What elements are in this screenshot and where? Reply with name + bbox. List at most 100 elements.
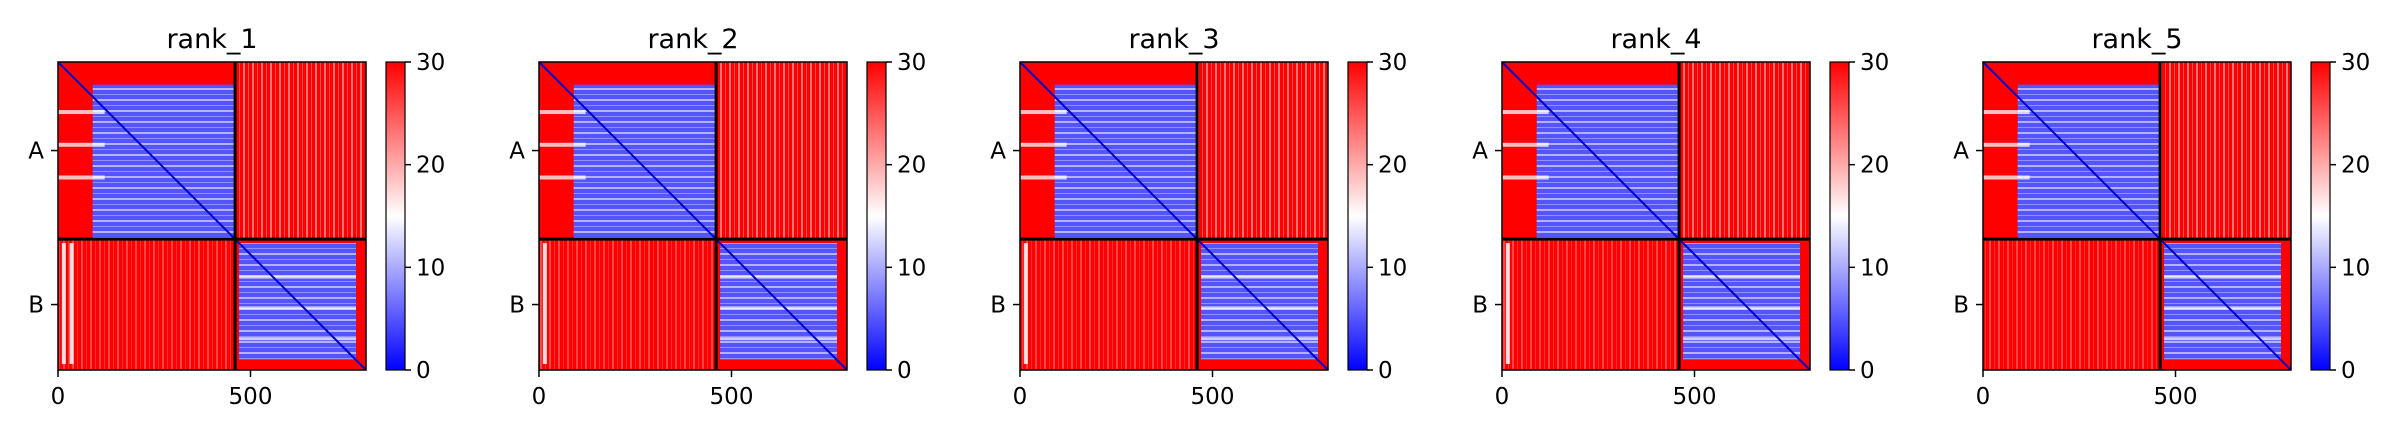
- pae-block-BA-texture: [539, 239, 717, 370]
- pae-stripe-B-2: [1201, 337, 1318, 341]
- pae-block-AB-texture: [1197, 62, 1328, 240]
- pae-stripe-A-0: [1502, 110, 1549, 115]
- pae-stripe-A-2: [1502, 175, 1549, 180]
- x-tick-label: 0: [532, 384, 547, 410]
- pae-block-AB-texture: [1679, 62, 1810, 240]
- colorbar-tick-label: 10: [1378, 255, 1407, 281]
- pae-nterm-wedge: [64, 84, 93, 127]
- pae-stripe-B-1: [1201, 306, 1318, 310]
- pae-nterm-wedge: [1508, 84, 1537, 127]
- pae-nterm-wedge: [1989, 84, 2018, 127]
- pae-panel-1: rank_1 A B 0 500 0 10 20 30: [28, 24, 445, 410]
- y-tick-label: B: [990, 293, 1006, 319]
- pae-stripe-A-1: [58, 142, 105, 147]
- pae-stripe-B-2: [239, 337, 356, 341]
- x-tick-label: 0: [1976, 384, 1991, 410]
- heatmap-frame: [1501, 61, 1811, 371]
- pae-diagonal: [57, 61, 367, 371]
- pae-border-col-B-1: [69, 243, 74, 364]
- pae-nterm-wedge: [545, 84, 574, 127]
- panel-title: rank_5: [2091, 24, 2182, 55]
- pae-stripe-B-0: [720, 275, 837, 279]
- colorbar-tick-label: 20: [416, 153, 445, 179]
- colorbar-frame: [866, 61, 887, 371]
- pae-diagonal: [538, 61, 848, 371]
- pae-block-BA-texture: [1502, 239, 1680, 370]
- pae-block-BA-texture: [58, 239, 236, 370]
- colorbar-tick-label: 0: [897, 358, 912, 384]
- pae-stripe-A-0: [58, 110, 105, 115]
- pae-stripe-A-0: [1020, 110, 1067, 115]
- heatmap-frame: [1982, 61, 2292, 371]
- pae-block-AB-texture: [716, 62, 847, 240]
- y-tick-label: B: [1472, 293, 1488, 319]
- colorbar-tick-label: 30: [1860, 50, 1889, 76]
- pae-stripe-B-0: [239, 275, 356, 279]
- y-tick-label: A: [509, 139, 525, 165]
- colorbar: [1830, 62, 1849, 370]
- pae-stripe-B-0: [1683, 275, 1800, 279]
- pae-block-AA-texture: [1536, 84, 1680, 240]
- colorbar-tick-label: 30: [1378, 50, 1407, 76]
- y-tick-label: A: [28, 139, 44, 165]
- heatmap-frame: [538, 61, 848, 371]
- colorbar-tick-label: 30: [416, 50, 445, 76]
- pae-stripe-A-0: [539, 110, 586, 115]
- pae-block-AA-texture: [1054, 84, 1198, 240]
- pae-nterm-wedge: [1026, 84, 1055, 127]
- x-tick-label: 500: [2154, 384, 2198, 410]
- pae-stripe-B-2: [1683, 337, 1800, 341]
- colorbar-frame: [2310, 61, 2331, 371]
- pae-stripe-A-1: [1502, 142, 1549, 147]
- colorbar: [1348, 62, 1367, 370]
- colorbar-tick-label: 20: [897, 153, 926, 179]
- y-tick-label: A: [990, 139, 1006, 165]
- colorbar: [867, 62, 886, 370]
- pae-stripe-B-1: [239, 306, 356, 310]
- pae-stripe-A-1: [1020, 142, 1067, 147]
- y-tick-label: B: [28, 293, 44, 319]
- pae-stripe-B-0: [1201, 275, 1318, 279]
- x-tick-label: 0: [51, 384, 66, 410]
- colorbar-tick-label: 10: [2341, 255, 2370, 281]
- colorbar-tick-label: 0: [1860, 358, 1875, 384]
- colorbar-tick-label: 30: [897, 50, 926, 76]
- pae-stripe-A-1: [1983, 142, 2030, 147]
- pae-panel-3: rank_3 A B 0 500 0 10 20 30: [990, 24, 1407, 410]
- y-tick-label: A: [1472, 139, 1488, 165]
- x-tick-label: 500: [710, 384, 754, 410]
- pae-stripe-A-2: [1983, 175, 2030, 180]
- x-tick-label: 500: [1191, 384, 1235, 410]
- colorbar-tick-label: 20: [1860, 153, 1889, 179]
- pae-stripe-B-1: [720, 306, 837, 310]
- pae-block-AA-texture: [2017, 84, 2161, 240]
- pae-stripe-B-0: [2164, 275, 2281, 279]
- pae-stripe-A-1: [539, 142, 586, 147]
- pae-block-AB-texture: [235, 62, 366, 240]
- colorbar: [386, 62, 405, 370]
- pae-stripe-A-2: [1020, 175, 1067, 180]
- colorbar-frame: [385, 61, 406, 371]
- y-tick-label: B: [509, 293, 525, 319]
- pae-diagonal: [1982, 61, 2292, 371]
- colorbar-tick-label: 10: [897, 255, 926, 281]
- pae-diagonal: [1501, 61, 1811, 371]
- x-tick-label: 0: [1495, 384, 1510, 410]
- y-tick-label: B: [1953, 293, 1969, 319]
- pae-panel-2: rank_2 A B 0 500 0 10 20 30: [509, 24, 926, 410]
- pae-stripe-B-2: [720, 337, 837, 341]
- colorbar-frame: [1829, 61, 1850, 371]
- pae-border-col-B-0: [1505, 243, 1510, 364]
- pae-border-col-B-0: [542, 243, 547, 364]
- pae-border-col-B-0: [1023, 243, 1028, 364]
- pae-panel-4: rank_4 A B 0 500 0 10 20 30: [1472, 24, 1889, 410]
- panel-title: rank_1: [166, 24, 257, 55]
- pae-stripe-A-2: [539, 175, 586, 180]
- pae-panel-5: rank_5 A B 0 500 0 10 20 30: [1953, 24, 2370, 410]
- pae-stripe-B-2: [2164, 337, 2281, 341]
- pae-stripe-B-1: [2164, 306, 2281, 310]
- colorbar-tick-label: 10: [1860, 255, 1889, 281]
- colorbar-tick-label: 20: [1378, 153, 1407, 179]
- panel-title: rank_2: [647, 24, 738, 55]
